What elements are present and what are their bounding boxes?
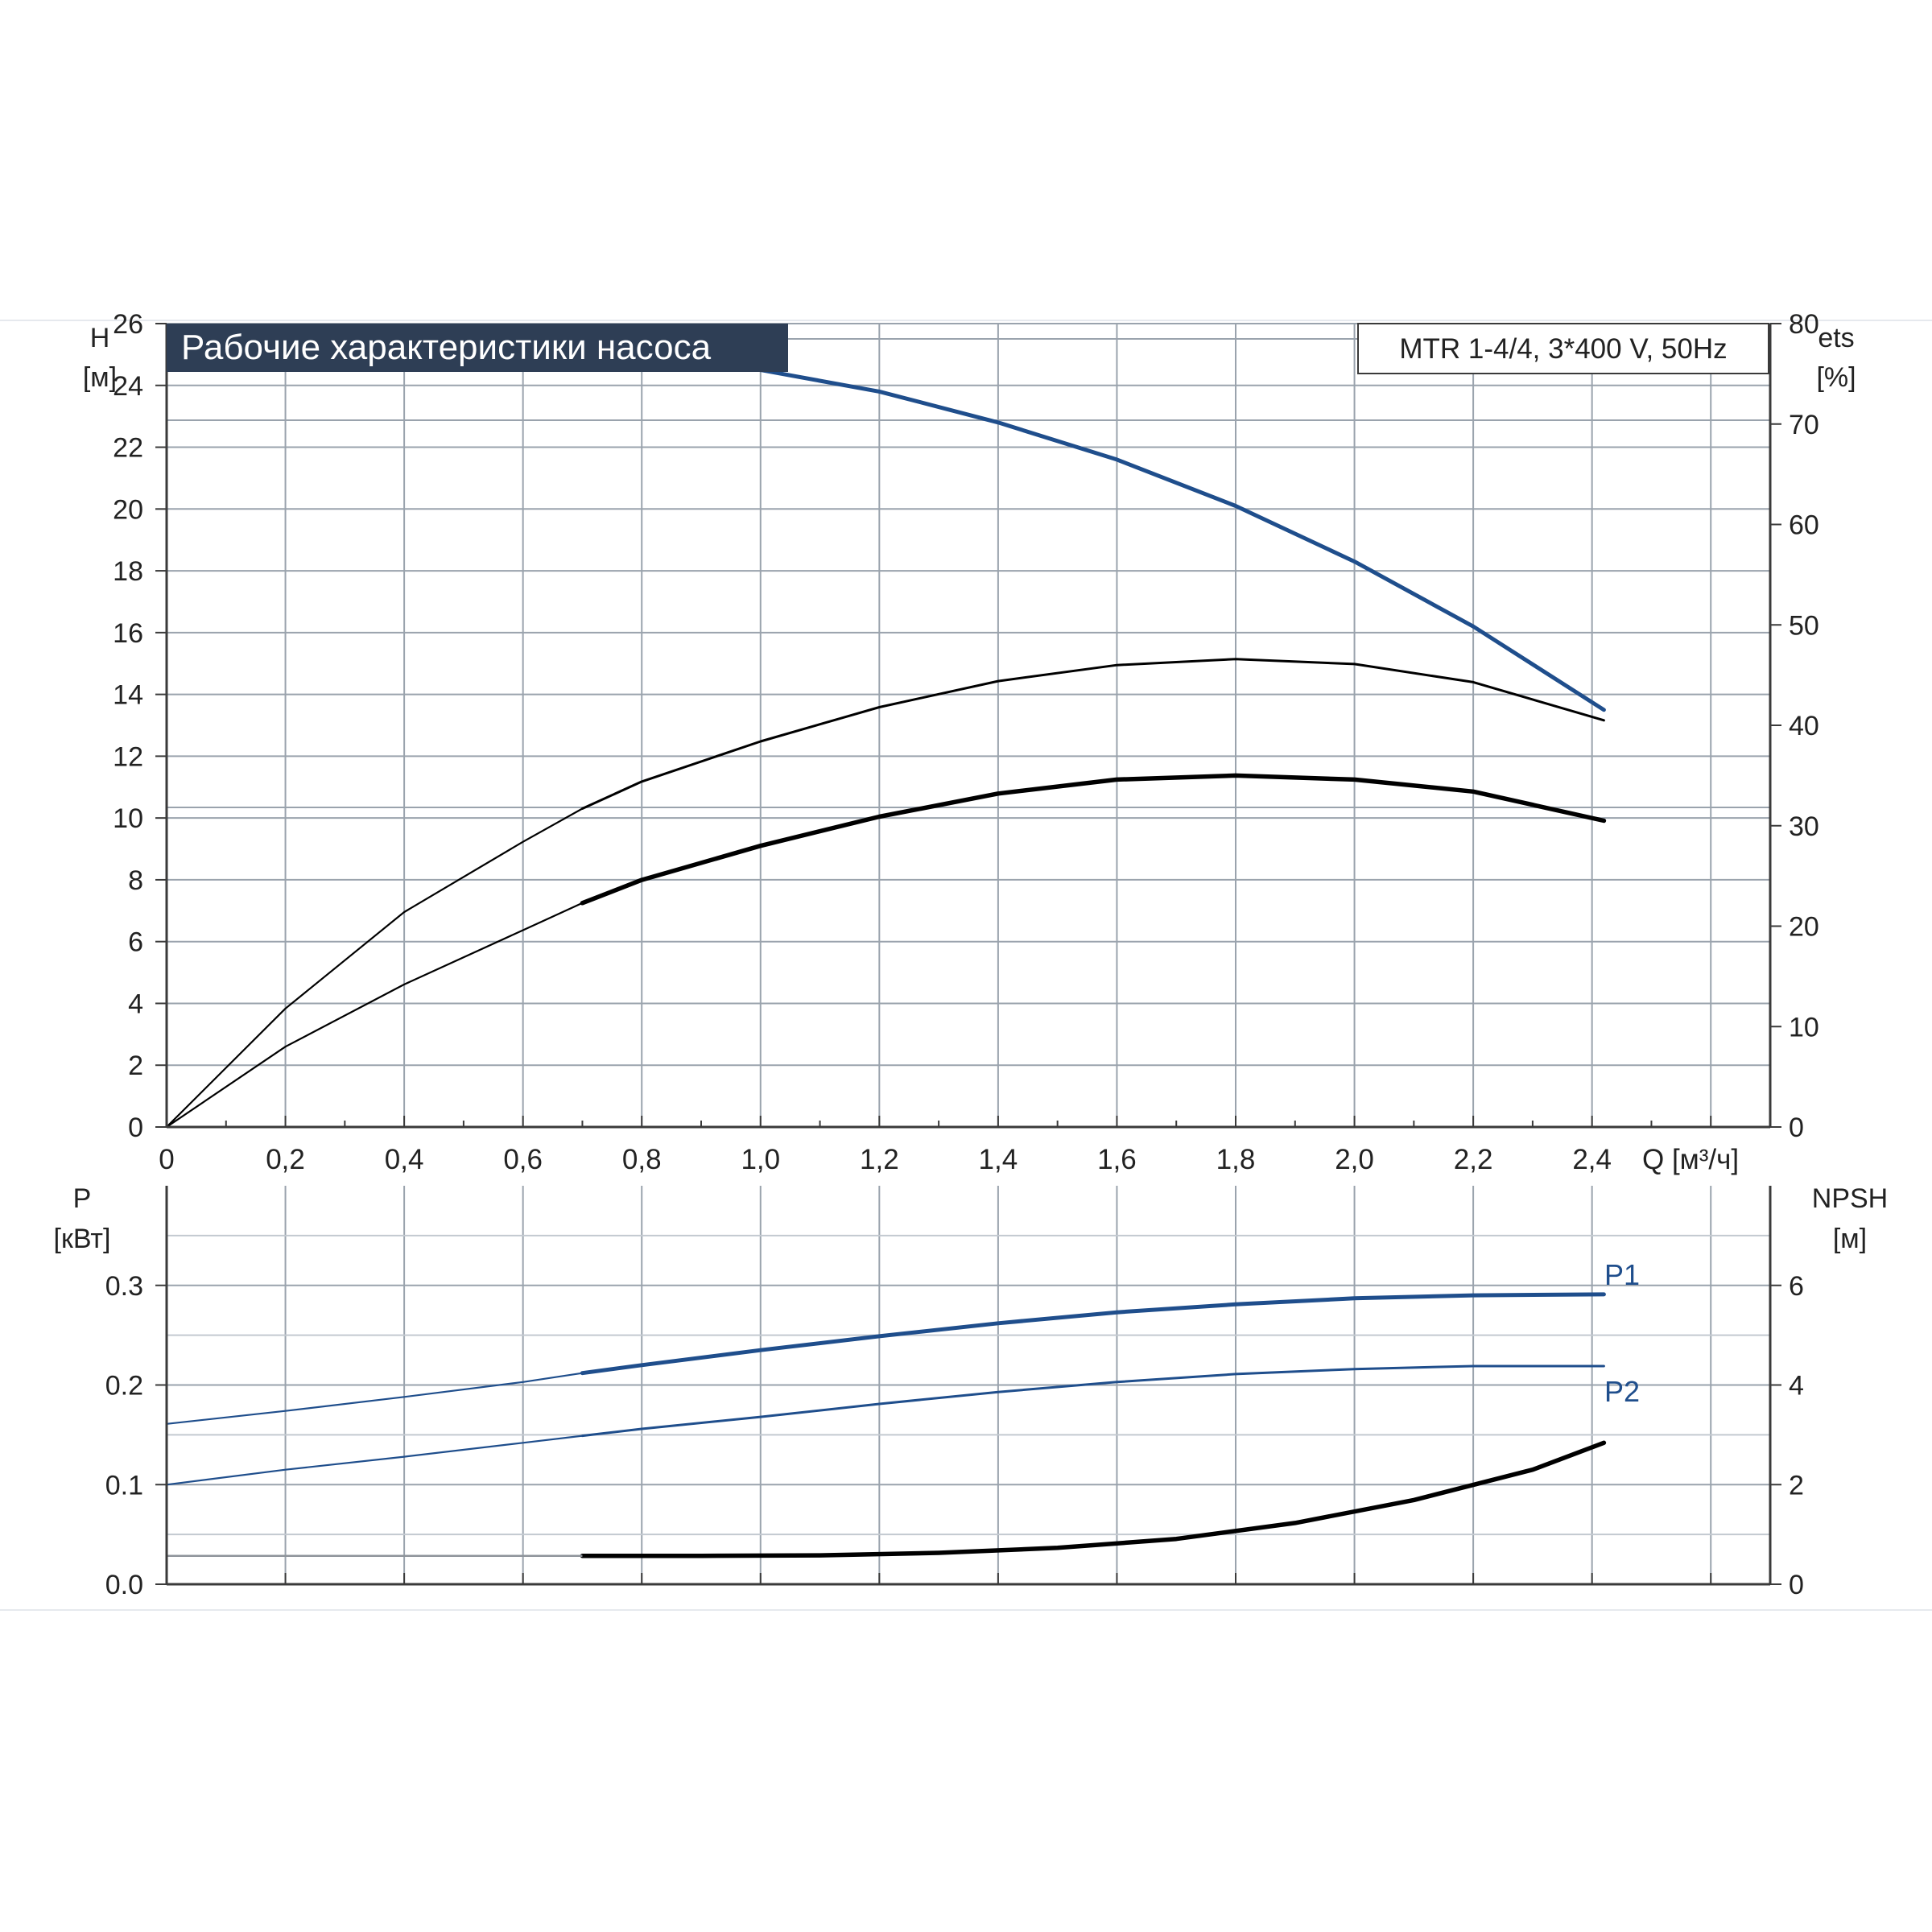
x-tick-label: 2,2 <box>1454 1144 1493 1175</box>
y-axis-unit-p: [кВт] <box>54 1224 111 1254</box>
y2-tick-label: 6 <box>1789 1271 1804 1302</box>
y-tick-label: 8 <box>128 865 143 896</box>
power-npsh-panel: P1 P2 0.0 0.1 0.2 0.3 0 2 4 6 P [кВт] NPSH [м] <box>54 1183 1889 1600</box>
x-axis-label: Q [м³/ч] <box>1642 1144 1739 1175</box>
y-tick-label: 26 <box>113 309 143 340</box>
head-efficiency-panel: 0246810121416182022242601020304050607080… <box>83 309 1856 1175</box>
y-axis-label-h: H <box>90 323 110 353</box>
series-label-p1: P1 <box>1604 1258 1640 1291</box>
y-axis-unit-h: [м] <box>83 362 117 393</box>
y2-tick-label: 10 <box>1789 1012 1819 1042</box>
y-tick-label: 12 <box>113 741 143 772</box>
bottom-ticks: 0.0 0.1 0.2 0.3 0 2 4 6 <box>105 1271 1804 1600</box>
y-tick-label: 22 <box>113 433 143 464</box>
page-top-rule <box>0 320 1932 321</box>
x-tick-label: 0,4 <box>385 1144 424 1175</box>
y-tick-label: 24 <box>113 371 143 402</box>
top-plot-area <box>167 324 1770 1127</box>
y-tick-label: 2 <box>128 1051 143 1081</box>
bottom-grid <box>167 1186 1770 1584</box>
x-tick-label: 0,6 <box>503 1144 543 1175</box>
model-label: MTR 1-4/4, 3*400 V, 50Hz <box>1399 333 1727 365</box>
y2-axis-label-ets: ets <box>1818 323 1854 353</box>
y-tick-label: 0.0 <box>105 1570 143 1600</box>
y2-tick-label: 80 <box>1789 309 1819 340</box>
y-tick-label: 0.1 <box>105 1470 143 1501</box>
y2-axis-label-npsh: NPSH <box>1812 1183 1888 1214</box>
series-label-p2: P2 <box>1604 1375 1640 1408</box>
series-line-operating <box>580 1292 1606 1376</box>
chart-title-box <box>167 324 788 372</box>
x-tick-label: 2,0 <box>1335 1144 1374 1175</box>
top-ticks: 0246810121416182022242601020304050607080… <box>113 309 1819 1175</box>
y2-tick-label: 0 <box>1789 1570 1804 1600</box>
x-tick-label: 2,4 <box>1572 1144 1612 1175</box>
y2-tick-label: 20 <box>1789 912 1819 943</box>
chart-title: Рабочие характеристики насоса <box>181 328 712 367</box>
y-axis-label-p: P <box>73 1183 92 1214</box>
y-tick-label: 4 <box>128 989 143 1019</box>
bottom-series: P1 P2 <box>166 1258 1640 1558</box>
y2-axis-unit-npsh: [м] <box>1833 1224 1867 1254</box>
y2-tick-label: 40 <box>1789 711 1819 741</box>
y-tick-label: 10 <box>113 803 143 834</box>
y-tick-label: 20 <box>113 494 143 525</box>
series-line-operating <box>580 1364 1605 1438</box>
x-tick-label: 0,2 <box>266 1144 305 1175</box>
y2-tick-label: 70 <box>1789 410 1819 440</box>
y-tick-label: 18 <box>113 556 143 587</box>
y-tick-label: 16 <box>113 618 143 649</box>
y2-tick-label: 50 <box>1789 610 1819 641</box>
series-line-operating <box>580 773 1607 906</box>
x-tick-label: 1,2 <box>860 1144 899 1175</box>
y-tick-label: 0.2 <box>105 1371 143 1402</box>
x-tick-label: 1,0 <box>741 1144 780 1175</box>
series-line-operating <box>580 658 1605 810</box>
y-tick-label: 0 <box>128 1113 143 1143</box>
y2-tick-label: 2 <box>1789 1470 1804 1501</box>
y-tick-label: 14 <box>113 680 143 711</box>
y2-tick-label: 0 <box>1789 1113 1804 1143</box>
top-grid <box>167 323 1770 1127</box>
y-tick-label: 0.3 <box>105 1271 143 1302</box>
y2-tick-label: 4 <box>1789 1371 1804 1402</box>
y2-tick-label: 60 <box>1789 510 1819 541</box>
series-line-operating <box>580 1440 1607 1558</box>
x-tick-label: 0 <box>159 1144 174 1175</box>
x-tick-label: 1,4 <box>979 1144 1018 1175</box>
page-bottom-rule <box>0 1609 1932 1611</box>
y-tick-label: 6 <box>128 927 143 958</box>
y2-tick-label: 30 <box>1789 811 1819 842</box>
y2-axis-unit-ets: [%] <box>1816 362 1856 393</box>
x-tick-label: 1,8 <box>1216 1144 1256 1175</box>
x-tick-label: 0,8 <box>622 1144 662 1175</box>
model-label-box <box>1357 323 1769 374</box>
x-tick-label: 1,6 <box>1097 1144 1137 1175</box>
